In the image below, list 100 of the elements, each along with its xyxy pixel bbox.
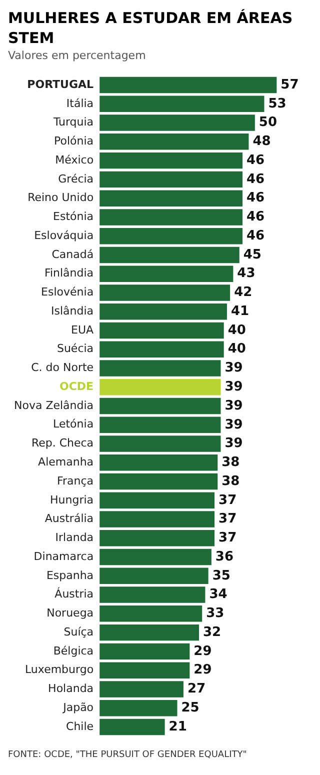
y-tick-label: Grécia	[58, 172, 94, 186]
y-tick-label: Austrália	[44, 512, 94, 526]
source-note: FONTE: OCDE, "THE PURSUIT OF GENDER EQUALITY"	[8, 749, 248, 762]
bar	[100, 530, 215, 546]
y-tick-label: C. do Norte	[31, 361, 94, 374]
y-tick-label: Rep. Checa	[31, 436, 94, 450]
data-label: 29	[194, 662, 212, 678]
data-label: 37	[218, 492, 237, 508]
y-tick-label: Chile	[66, 720, 94, 733]
bar	[100, 266, 234, 282]
y-tick-label: Finlândia	[44, 266, 94, 280]
data-label: 29	[194, 644, 212, 659]
bar	[100, 624, 199, 641]
bar	[100, 511, 215, 528]
y-tick-label: Polónia	[54, 134, 94, 148]
y-tick-label: Suécia	[56, 342, 94, 356]
bar	[100, 114, 255, 131]
data-label: 39	[224, 436, 243, 452]
bar	[100, 246, 240, 264]
bar	[100, 643, 190, 660]
bar	[100, 718, 165, 736]
bar	[100, 568, 208, 584]
bar	[100, 228, 242, 244]
y-tick-label: Áustria	[54, 586, 94, 601]
bar	[100, 548, 212, 566]
y-tick-label: Luxemburgo	[24, 663, 94, 676]
data-label: 50	[258, 115, 278, 130]
data-label: 37	[218, 530, 237, 546]
data-label: 57	[280, 77, 299, 92]
data-label: 40	[228, 322, 246, 338]
data-label: 40	[228, 342, 246, 357]
data-label: 46	[246, 210, 265, 225]
bar	[100, 492, 215, 509]
data-label: 45	[243, 247, 262, 262]
bar	[100, 662, 190, 678]
bar	[100, 681, 184, 698]
y-tick-label: OCDE	[59, 380, 94, 393]
bar	[100, 454, 218, 471]
bar	[100, 360, 221, 376]
bar	[100, 134, 249, 150]
y-tick-label: França	[56, 474, 94, 488]
y-tick-label: Holanda	[48, 682, 94, 696]
y-tick-label: Dinamarca	[34, 550, 94, 563]
data-label: 46	[246, 190, 265, 206]
bar	[100, 284, 230, 301]
data-label: 42	[234, 285, 252, 300]
bar	[100, 76, 277, 94]
data-label: 53	[268, 96, 286, 112]
y-tick-label: Eslovénia	[41, 286, 94, 299]
chart-subtitle: Valores em percentagem	[8, 48, 147, 63]
y-tick-label: Espanha	[46, 568, 94, 582]
data-label: 32	[202, 624, 222, 640]
bar	[100, 416, 221, 433]
y-tick-label: Hungria	[50, 493, 94, 506]
bar	[100, 190, 242, 206]
data-label: 25	[181, 700, 200, 716]
data-label: 33	[206, 606, 224, 622]
y-tick-label: Japão	[62, 700, 94, 714]
bar	[100, 398, 221, 414]
bar	[100, 171, 242, 188]
data-label: 46	[246, 172, 265, 187]
y-tick-label: Islândia	[51, 304, 94, 318]
bar	[100, 303, 227, 320]
y-tick-label: Canadá	[52, 248, 94, 261]
data-label: 34	[209, 587, 228, 602]
data-label: 39	[224, 360, 243, 376]
data-label: 37	[218, 512, 237, 527]
bar	[100, 379, 221, 396]
data-label: 27	[187, 682, 206, 697]
bar	[100, 152, 242, 169]
data-label: 39	[224, 417, 243, 432]
data-label: 48	[252, 134, 271, 150]
bar	[100, 473, 218, 490]
y-tick-label: PORTUGAL	[27, 78, 94, 91]
data-label: 39	[224, 398, 243, 414]
data-label: 21	[168, 719, 187, 734]
bar	[100, 341, 224, 358]
bar	[100, 586, 206, 603]
y-tick-label: México	[55, 153, 94, 166]
y-tick-label: Eslováquia	[34, 228, 94, 242]
y-tick-label: Bélgica	[53, 644, 94, 658]
y-tick-label: Irlanda	[55, 531, 94, 544]
y-tick-label: Noruega	[46, 606, 94, 620]
chart-title: MULHERES A ESTUDAR EM ÁREAS STEM	[8, 8, 294, 48]
data-label: 43	[237, 266, 256, 282]
y-tick-label: EUA	[71, 323, 94, 336]
data-label: 36	[215, 549, 234, 564]
y-tick-label: Suíça	[64, 625, 94, 638]
y-tick-label: Nova Zelândia	[14, 398, 94, 412]
data-label: 46	[246, 228, 265, 244]
data-label: 46	[246, 152, 265, 168]
y-tick-label: Letónia	[53, 418, 94, 431]
y-tick-label: Turquia	[52, 116, 94, 129]
bar	[100, 700, 178, 716]
data-label: 41	[230, 304, 250, 319]
y-tick-label: Alemanha	[38, 456, 94, 468]
data-label: 35	[212, 568, 230, 584]
data-label: 39	[224, 379, 243, 394]
data-label: 38	[222, 455, 240, 470]
data-label: 38	[222, 474, 240, 489]
